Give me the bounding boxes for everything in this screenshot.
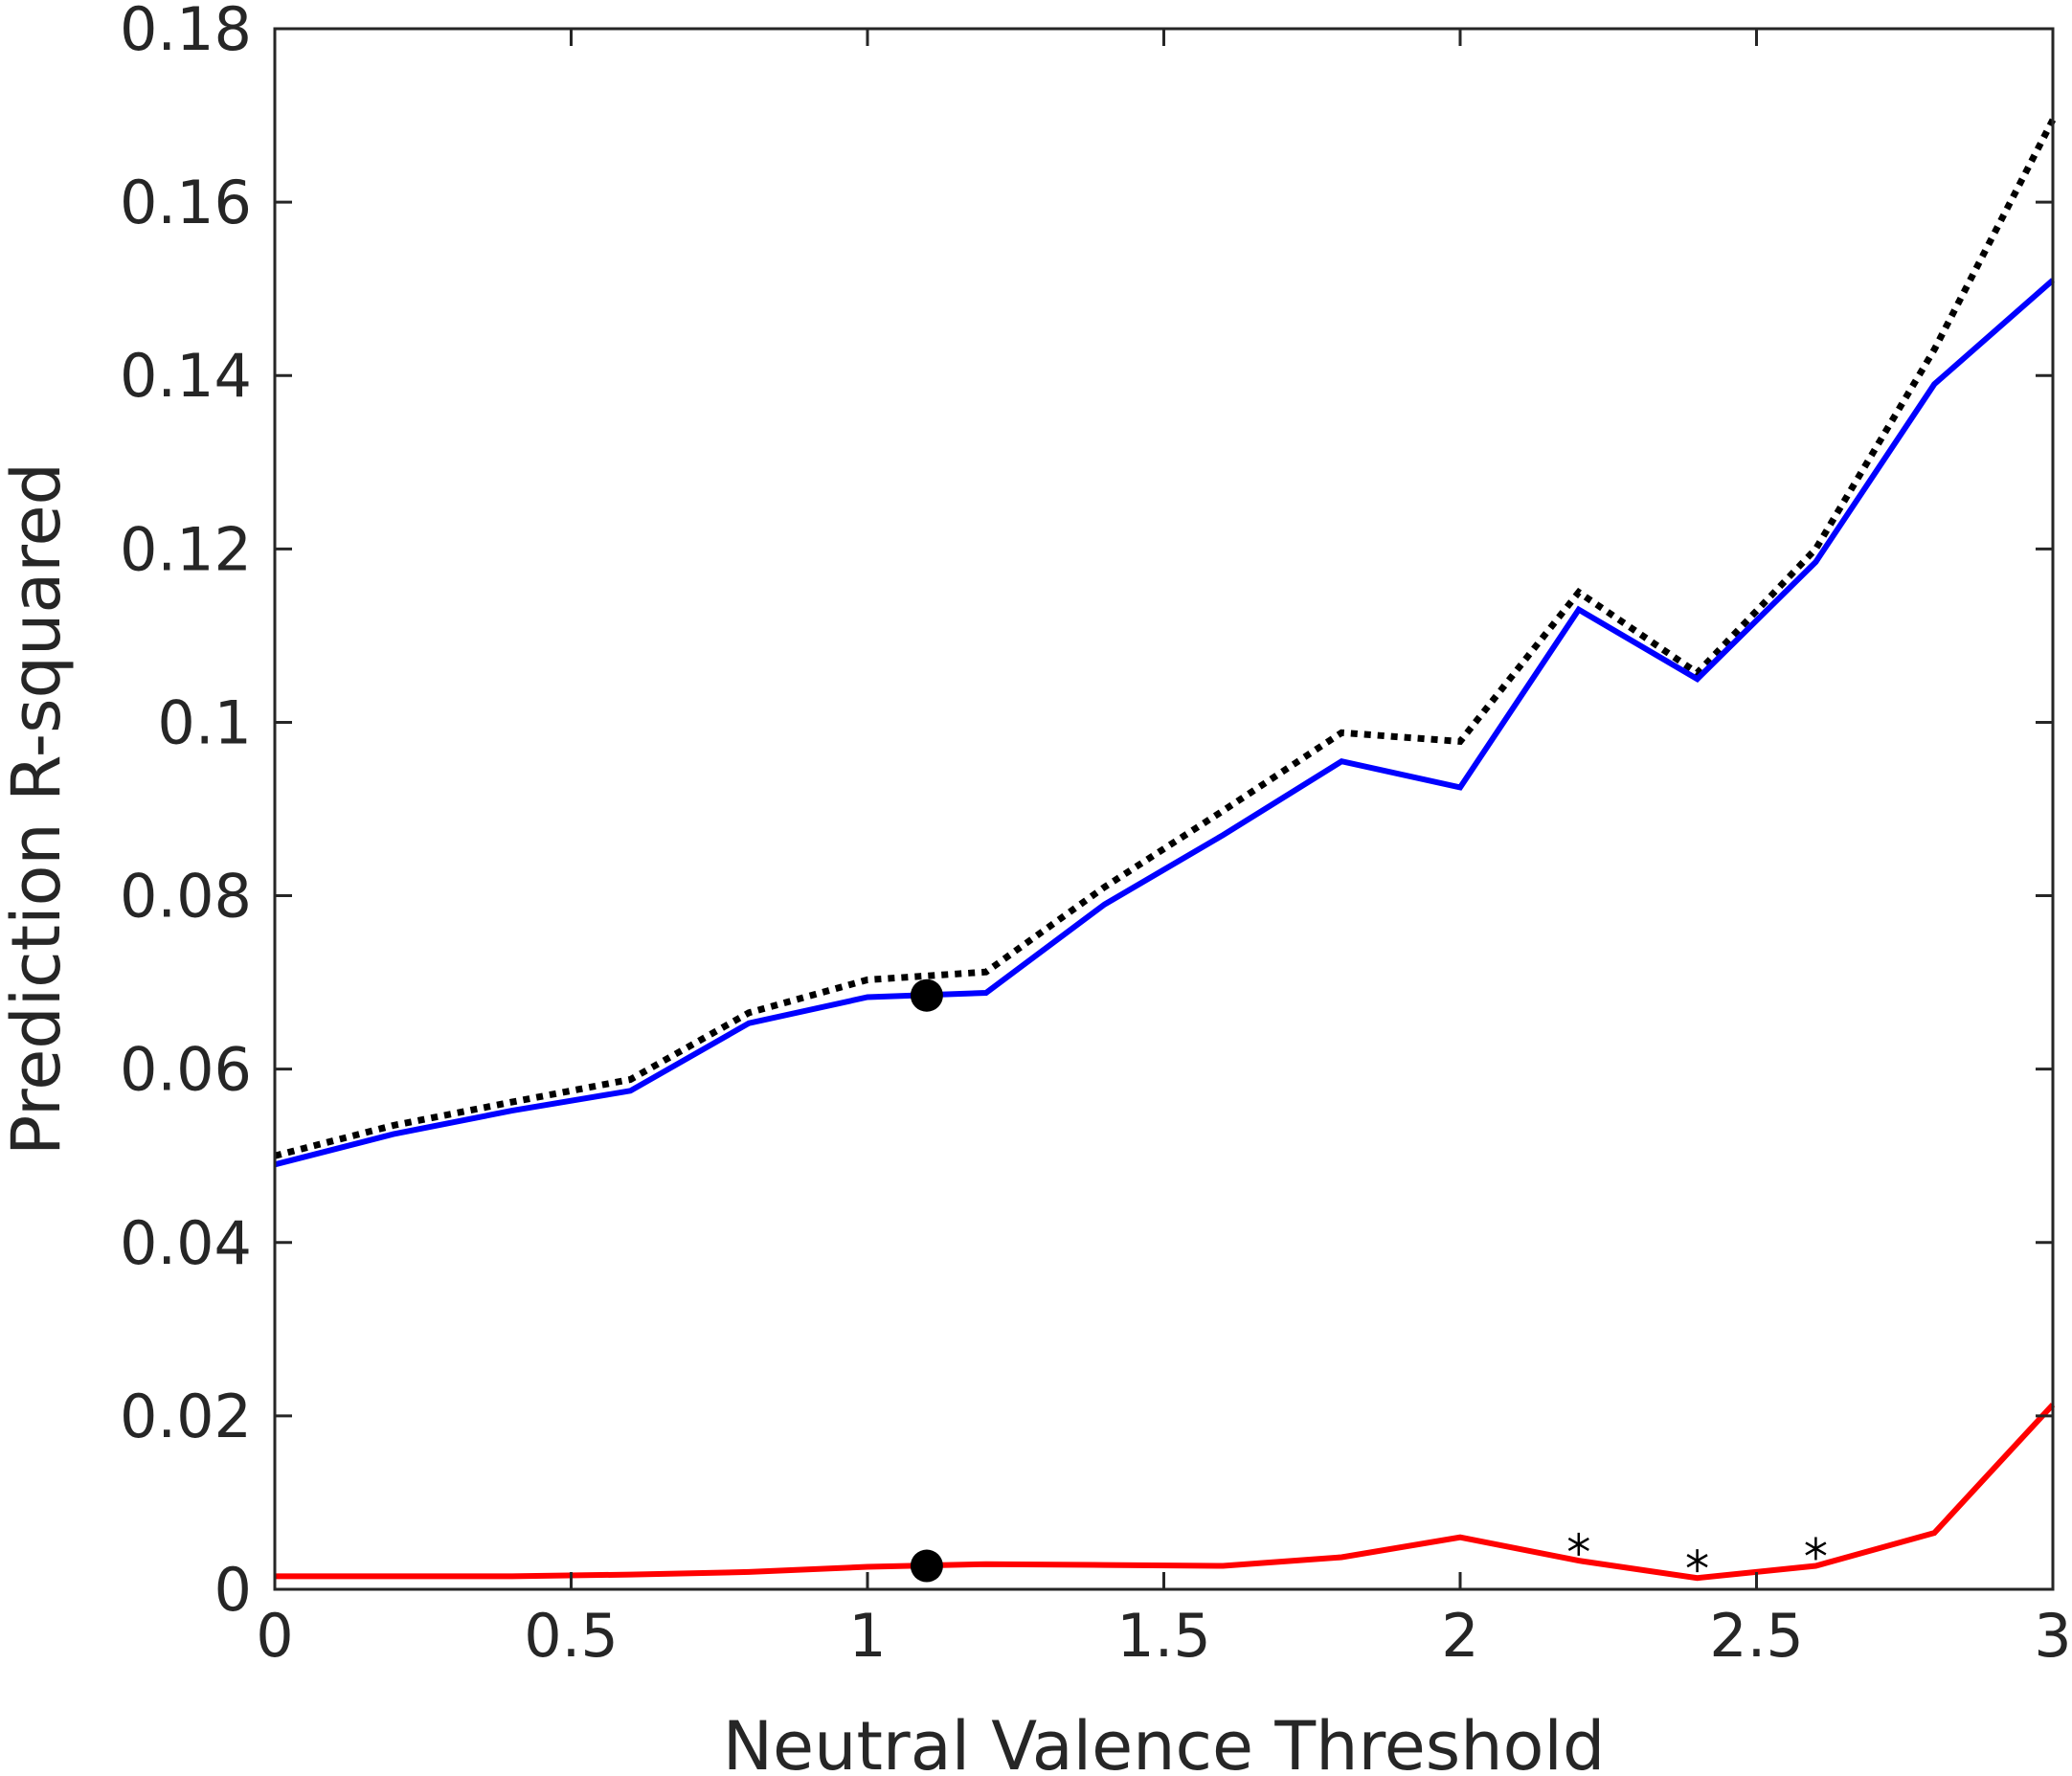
y-tick-label: 0.14 xyxy=(120,341,252,411)
x-tick-label: 2 xyxy=(1441,1601,1478,1671)
marker-dot xyxy=(910,1549,943,1583)
marker-dot xyxy=(910,978,943,1012)
x-tick-label: 3 xyxy=(2034,1601,2071,1671)
x-tick-label: 2.5 xyxy=(1709,1601,1804,1671)
y-tick-label: 0.02 xyxy=(120,1382,252,1451)
y-tick-label: 0.18 xyxy=(120,0,252,64)
x-tick-label: 1 xyxy=(848,1601,886,1671)
marker-asterisk xyxy=(1805,1537,1827,1561)
y-tick-label: 0.04 xyxy=(120,1208,252,1278)
series-line-1 xyxy=(274,118,2057,1159)
x-tick-label: 0 xyxy=(256,1601,293,1671)
series-line-2 xyxy=(274,278,2055,1168)
series-layer xyxy=(274,118,2057,1582)
y-tick-label: 0.16 xyxy=(120,168,252,237)
y-tick-label: 0.1 xyxy=(157,687,252,757)
y-tick-label: 0.06 xyxy=(120,1035,252,1105)
x-axis-title: Neutral Valence Threshold xyxy=(723,1707,1606,1776)
marker-asterisk xyxy=(1567,1532,1589,1556)
plot-area-frame xyxy=(273,27,2055,1591)
x-tick-label: 0.5 xyxy=(524,1601,619,1671)
y-tick-label: 0 xyxy=(214,1555,252,1625)
series-line-3 xyxy=(275,1403,2056,1582)
marker-asterisk xyxy=(1686,1549,1708,1573)
y-tick-label: 0.12 xyxy=(120,514,252,584)
x-tick-label: 1.5 xyxy=(1116,1601,1211,1671)
y-axis-title: Prediction R-squared xyxy=(0,462,76,1156)
y-tick-label: 0.08 xyxy=(120,862,252,932)
tick-layer: 0 0.5 1 1.5 2 2.5 3 0 0.02 0.04 0.06 0.08 0.1 0.12 0.1… xyxy=(120,0,2072,1671)
marker-layer xyxy=(910,978,1827,1583)
